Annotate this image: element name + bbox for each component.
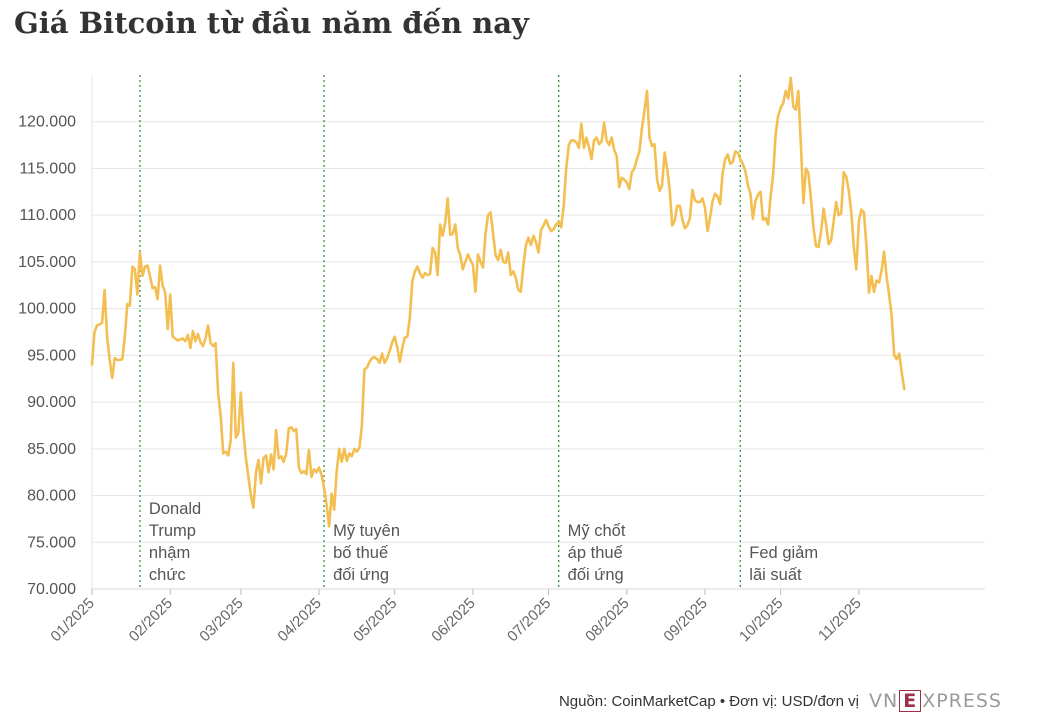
x-tick-label: 03/2025 — [196, 595, 246, 645]
x-tick-label: 06/2025 — [428, 595, 478, 645]
y-tick-label: 115.000 — [19, 160, 76, 177]
y-tick-label: 70.000 — [27, 581, 76, 598]
event-annotation: Mỹ chốt áp thuế đối ứng — [568, 522, 626, 584]
y-tick-label: 100.000 — [18, 301, 76, 318]
event-annotation: Donald Trump nhậm chức — [149, 500, 201, 584]
x-tick-label: 08/2025 — [582, 595, 632, 645]
event-annotation-line: Fed giảm — [749, 544, 818, 562]
chart-title: Giá Bitcoin từ đầu năm đến nay — [14, 6, 529, 40]
bitcoin-price-chart: 70.000 75.000 80.000 85.000 90.000 95.000 100.… — [18, 75, 985, 645]
y-tick-label: 110.000 — [19, 207, 76, 224]
y-tick-label: 105.000 — [18, 254, 76, 271]
event-annotation-line: bố thuế — [333, 544, 388, 562]
x-tick-label: 04/2025 — [274, 595, 324, 645]
event-annotation-line: lãi suất — [749, 566, 802, 584]
vnexpress-logo[interactable]: VN E XPRESS — [869, 690, 1002, 712]
price-line[interactable] — [90, 76, 906, 528]
x-tick-label: 09/2025 — [660, 595, 710, 645]
logo-mark: E — [899, 690, 922, 712]
x-tick-label: 05/2025 — [350, 595, 400, 645]
event-annotation-line: Donald — [149, 500, 201, 518]
event-annotation-line: Mỹ chốt — [568, 522, 626, 540]
event-annotation: Mỹ tuyên bố thuế đối ứng — [333, 522, 400, 584]
logo-left: VN — [868, 690, 899, 712]
x-tick-label: 02/2025 — [126, 595, 176, 645]
x-tick-label: 01/2025 — [47, 595, 97, 645]
event-annotation-line: Trump — [149, 522, 196, 540]
y-tick-label: 120.000 — [18, 114, 76, 131]
event-annotation-line: đối ứng — [568, 566, 624, 584]
x-tick-label: 07/2025 — [504, 595, 554, 645]
event-annotation-line: Mỹ tuyên — [333, 522, 400, 540]
y-tick-label: 95.000 — [27, 347, 76, 364]
y-tick-label: 90.000 — [27, 394, 76, 411]
footer: Nguồn: CoinMarketCap • Đơn vị: USD/đơn v… — [559, 690, 1002, 712]
event-annotation-line: đối ứng — [333, 566, 389, 584]
y-tick-label: 75.000 — [27, 534, 76, 551]
event-annotation: Fed giảm lãi suất — [749, 544, 818, 584]
logo-right: XPRESS — [922, 690, 1002, 712]
x-tick-label: 11/2025 — [815, 595, 865, 645]
source-note: Nguồn: CoinMarketCap • Đơn vị: USD/đơn v… — [558, 692, 859, 710]
y-tick-label: 85.000 — [27, 441, 76, 458]
event-annotation-line: áp thuế — [568, 544, 623, 562]
x-tick-label: 10/2025 — [736, 595, 786, 645]
event-annotation-line: chức — [149, 566, 186, 584]
event-annotation-line: nhậm — [149, 544, 190, 562]
y-tick-label: 80.000 — [27, 488, 76, 505]
